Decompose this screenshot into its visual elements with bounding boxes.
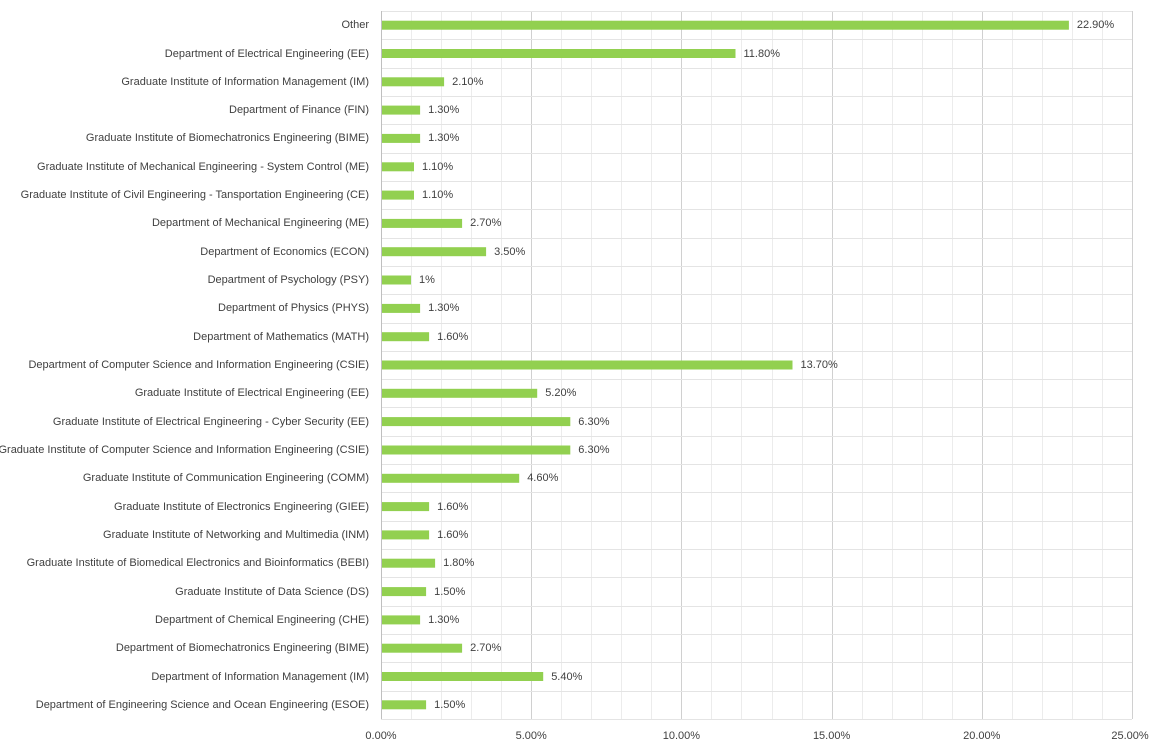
category-label: Department of Finance (FIN) <box>229 104 369 117</box>
bar <box>382 218 463 228</box>
bar <box>382 247 487 257</box>
category-label: Graduate Institute of Electrical Enginee… <box>52 415 369 428</box>
category-label: Department of Economics (ECON) <box>200 245 369 258</box>
x-tick-label: 10.00% <box>662 730 701 742</box>
bar <box>382 587 427 597</box>
category-label: Graduate Institute of Communication Engi… <box>82 472 369 485</box>
category-label: Other <box>341 19 369 32</box>
bar <box>382 643 463 653</box>
bar <box>382 388 538 398</box>
bar <box>382 303 421 313</box>
data-label: 1.50% <box>434 698 466 711</box>
data-label: 5.40% <box>551 670 583 683</box>
bar <box>382 105 421 115</box>
data-label: 11.80% <box>743 47 781 60</box>
bar <box>382 190 414 200</box>
data-label: 6.30% <box>578 415 610 428</box>
bar <box>382 162 414 172</box>
data-label: 5.20% <box>545 387 577 400</box>
bar <box>382 133 421 143</box>
data-label: 4.60% <box>527 472 559 485</box>
bar <box>382 672 544 681</box>
data-label: 1.80% <box>443 557 475 570</box>
category-label: Graduate Institute of Civil Engineering … <box>20 189 369 202</box>
data-label: 1.60% <box>437 330 469 343</box>
data-label: 1.10% <box>422 160 454 173</box>
bar <box>382 558 436 568</box>
category-label: Department of Physics (PHYS) <box>218 302 369 315</box>
x-tick-label: 5.00% <box>515 730 547 742</box>
bar <box>382 360 793 370</box>
x-tick-label: 15.00% <box>812 730 851 742</box>
bar <box>382 700 427 710</box>
category-label: Department of Computer Science and Infor… <box>28 359 369 371</box>
bar <box>382 275 411 285</box>
category-label: Graduate Institute of Mechanical Enginee… <box>37 160 369 173</box>
data-label: 2.10% <box>452 75 484 88</box>
data-label: 1.60% <box>437 500 469 513</box>
data-label: 1.30% <box>428 132 460 145</box>
category-label: Graduate Institute of Electrical Enginee… <box>134 387 369 400</box>
data-label: 13.70% <box>800 359 838 371</box>
category-label: Graduate Institute of Computer Science a… <box>0 444 369 456</box>
category-label: Graduate Institute of Biomechatronics En… <box>85 132 369 145</box>
bar <box>382 77 445 87</box>
bar <box>382 49 736 58</box>
category-label: Graduate Institute of Electronics Engine… <box>114 500 369 513</box>
bar <box>382 502 430 512</box>
category-label: Department of Chemical Engineering (CHE) <box>155 613 369 626</box>
bar <box>382 332 430 342</box>
data-label: 1.30% <box>428 104 460 117</box>
category-label: Graduate Institute of Information Manage… <box>121 75 369 88</box>
category-label: Department of Biomechatronics Engineerin… <box>115 642 369 655</box>
category-label: Department of Mathematics (MATH) <box>193 330 369 343</box>
category-label: Department of Engineering Science and Oc… <box>35 698 369 711</box>
category-label: Graduate Institute of Data Science (DS) <box>175 585 369 598</box>
x-tick-label: 25.00% <box>1111 730 1149 742</box>
bar <box>382 20 1069 30</box>
category-label: Graduate Institute of Biomedical Electro… <box>26 557 369 570</box>
x-tick-label: 0.00% <box>365 730 397 742</box>
bar <box>382 445 571 455</box>
bar <box>382 473 520 483</box>
data-label: 3.50% <box>494 245 526 258</box>
category-label: Graduate Institute of Networking and Mul… <box>103 528 369 541</box>
data-label: 1.50% <box>434 585 466 598</box>
data-label: 22.90% <box>1076 19 1115 32</box>
data-label: 1.60% <box>437 528 469 541</box>
data-label: 1.30% <box>428 302 460 315</box>
data-label: 1.30% <box>428 613 460 626</box>
bar <box>382 417 571 427</box>
data-label: 6.30% <box>578 444 610 456</box>
category-label: Department of Mechanical Engineering (ME… <box>151 217 369 230</box>
data-label: 2.70% <box>470 217 502 230</box>
category-label: Department of Information Management (IM… <box>151 670 369 683</box>
data-label: 2.70% <box>470 642 502 655</box>
x-tick-label: 20.00% <box>963 730 1001 742</box>
category-label: Department of Electrical Engineering (EE… <box>164 47 369 60</box>
data-label: 1% <box>419 274 435 286</box>
bar <box>382 615 421 625</box>
data-label: 1.10% <box>422 189 454 202</box>
category-label: Department of Psychology (PSY) <box>207 274 369 286</box>
bar <box>382 530 430 540</box>
